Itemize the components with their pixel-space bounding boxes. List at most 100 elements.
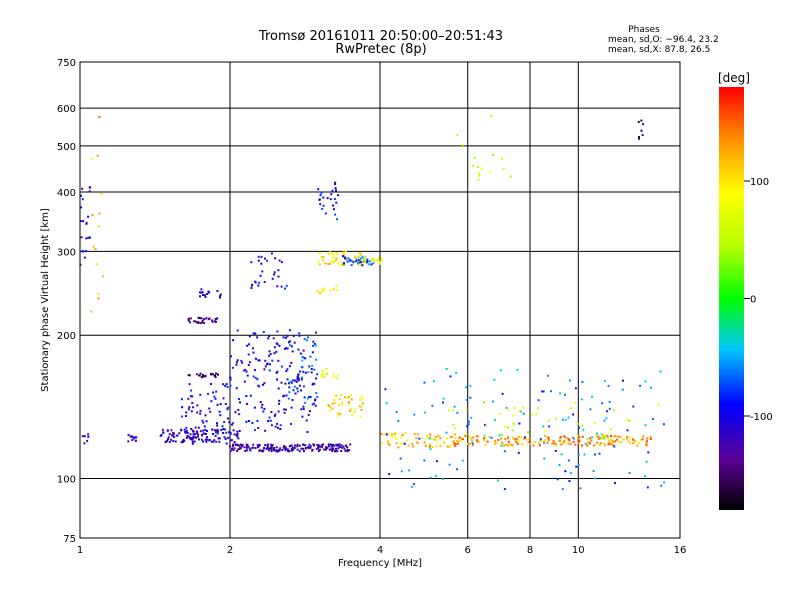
data-point: [348, 258, 351, 261]
data-point: [249, 449, 252, 452]
data-point: [232, 339, 235, 342]
data-point: [285, 336, 287, 339]
data-point: [567, 459, 570, 462]
data-point: [225, 442, 228, 445]
data-point: [335, 377, 338, 380]
data-point: [199, 412, 202, 415]
data-point: [204, 428, 207, 431]
data-point: [429, 446, 431, 449]
data-point: [204, 296, 207, 298]
data-point: [185, 436, 188, 439]
data-point: [308, 395, 310, 398]
data-point: [461, 459, 464, 462]
data-point: [547, 438, 550, 441]
data-point: [306, 431, 309, 433]
data-point: [577, 439, 580, 441]
data-point: [357, 260, 360, 263]
data-point: [327, 404, 330, 407]
data-point: [316, 290, 319, 293]
data-point: [229, 376, 232, 379]
data-point: [300, 378, 303, 381]
data-point: [542, 425, 545, 428]
data-point: [249, 394, 252, 397]
y-axis-label: Stationary phase Virtual Height [km]: [40, 208, 51, 392]
data-point: [194, 426, 197, 429]
data-point: [546, 441, 549, 444]
data-point: [303, 396, 306, 399]
data-point: [296, 390, 299, 393]
data-point: [90, 310, 93, 313]
data-point: [335, 201, 338, 204]
data-point: [355, 260, 358, 263]
data-point: [277, 359, 280, 362]
data-point: [263, 382, 266, 385]
data-point: [202, 375, 205, 378]
data-point: [560, 443, 563, 446]
data-point: [296, 387, 299, 390]
data-point: [595, 442, 598, 445]
data-point: [210, 383, 213, 385]
data-point: [603, 419, 606, 422]
data-point: [189, 438, 192, 441]
data-point: [317, 444, 320, 447]
data-point: [500, 158, 503, 161]
y-axis-ticks: 75 100 200 300 400 500 600 750: [57, 58, 76, 545]
data-point: [133, 437, 135, 440]
data-point: [349, 408, 352, 411]
data-point: [202, 294, 204, 296]
data-point: [543, 439, 546, 442]
data-point: [200, 438, 203, 441]
data-point: [327, 262, 330, 265]
data-point: [304, 401, 307, 404]
data-point: [426, 436, 429, 439]
data-point: [193, 320, 196, 323]
data-point: [217, 437, 220, 440]
data-point: [334, 260, 336, 263]
data-point: [199, 291, 201, 294]
data-point: [217, 430, 219, 433]
data-point: [575, 465, 578, 468]
data-point: [180, 441, 183, 444]
data-point: [268, 447, 271, 450]
data-point: [236, 433, 239, 435]
data-point: [659, 370, 662, 373]
data-point: [411, 443, 414, 445]
data-point: [339, 413, 342, 416]
data-point: [269, 353, 272, 355]
data-point: [219, 403, 222, 406]
data-point: [371, 259, 374, 262]
data-point: [476, 439, 479, 442]
data-point: [350, 264, 353, 267]
data-point: [586, 442, 588, 445]
data-point: [186, 435, 189, 437]
data-point: [632, 442, 635, 445]
data-point: [253, 406, 256, 409]
data-point: [202, 429, 205, 432]
data-point: [244, 450, 247, 452]
data-point: [333, 402, 336, 404]
data-point: [265, 447, 268, 450]
data-point: [129, 435, 132, 438]
data-point: [334, 187, 337, 190]
data-point: [81, 198, 84, 201]
data-point: [383, 433, 386, 436]
data-point: [229, 431, 232, 434]
data-point: [322, 448, 325, 451]
data-point: [232, 449, 235, 451]
data-point: [322, 204, 325, 207]
data-point: [404, 432, 407, 435]
data-point: [626, 437, 628, 440]
data-point: [218, 437, 221, 440]
data-point: [216, 424, 219, 427]
data-point: [284, 382, 287, 385]
data-point: [401, 442, 404, 445]
data-point: [327, 253, 330, 256]
x-axis-ticks: 1 2 4 6 8 10 16: [77, 545, 687, 556]
data-point: [233, 441, 236, 444]
data-point: [649, 436, 652, 438]
data-point: [185, 411, 188, 414]
data-point: [273, 273, 276, 276]
data-point: [335, 189, 337, 192]
data-point: [321, 373, 324, 375]
data-point: [191, 440, 194, 443]
